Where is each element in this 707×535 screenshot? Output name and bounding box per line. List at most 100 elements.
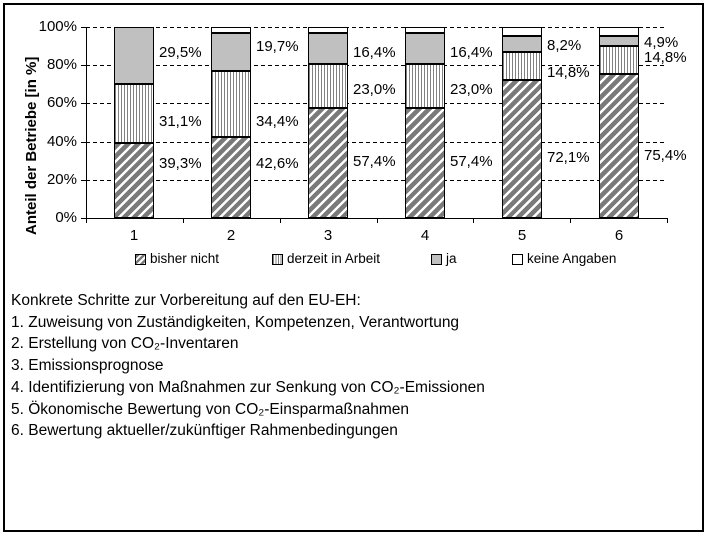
bar-1-segment-bisher-nicht: [114, 143, 154, 218]
y-tick-label-60%: 60%: [46, 94, 77, 111]
bar-2-segment-ja: [211, 33, 251, 71]
x-category-label-3: 3: [323, 227, 333, 244]
bar-2: [211, 27, 251, 218]
bar-4-segment-bisher-nicht: [405, 108, 445, 218]
x-category-label-2: 2: [226, 227, 236, 244]
y-axis-line: [86, 27, 87, 219]
legend-item-derzeit-in-Arbeit: derzeit in Arbeit: [272, 251, 381, 266]
bar-3-segment-ja: [308, 33, 348, 64]
bar-3-data-label-2: 16,4%: [353, 44, 396, 61]
note-item-3: 3. Emissionsprognose: [11, 357, 164, 375]
bar-1-segment-derzeit-in-Arbeit: [114, 84, 154, 143]
x-category-label-4: 4: [420, 227, 430, 244]
note-item-1: 1. Zuweisung von Zuständigkeiten, Kompet…: [11, 313, 460, 331]
x-tick-3: [377, 218, 378, 223]
bar-5-segment-keine-Angaben: [502, 27, 542, 36]
bar-1-data-label-2: 29,5%: [159, 44, 202, 61]
bar-2-data-label-2: 19,7%: [256, 38, 299, 55]
legend-swatch-vertical-lines: [272, 253, 283, 265]
bar-4-data-label-1: 23,0%: [450, 81, 493, 98]
bar-6: [599, 27, 639, 218]
bar-3-segment-derzeit-in-Arbeit: [308, 64, 348, 108]
bar-1-data-label-0: 39,3%: [159, 155, 202, 172]
bar-6-data-label-0: 75,4%: [644, 147, 687, 164]
bar-2-data-label-1: 34,4%: [256, 113, 299, 130]
gridline-60: [86, 103, 667, 104]
note-item-2: 2. Erstellung von CO₂-Inventaren: [11, 335, 239, 353]
bar-2-data-label-0: 42,6%: [256, 155, 299, 172]
bar-2-segment-keine-Angaben: [211, 27, 251, 33]
bar-5: [502, 27, 542, 218]
gridline-20: [86, 180, 667, 181]
bar-6-segment-keine-Angaben: [599, 27, 639, 36]
y-tick-label-40%: 40%: [46, 133, 77, 150]
bar-4-segment-keine-Angaben: [405, 27, 445, 33]
legend-item-keine-Angaben: keine Angaben: [512, 251, 617, 266]
bar-3-segment-bisher-nicht: [308, 108, 348, 218]
note-item-6: 6. Bewertung aktueller/zukünftiger Rahme…: [11, 422, 398, 440]
notes-block: Konkrete Schritte zur Vorbereitung auf d…: [11, 290, 671, 442]
legend-label: keine Angaben: [527, 251, 617, 266]
gridline-80: [86, 65, 667, 66]
x-tick-4: [473, 218, 474, 223]
bar-5-segment-ja: [502, 36, 542, 52]
y-tick-label-100%: 100%: [38, 18, 77, 35]
bar-3-data-label-0: 57,4%: [353, 153, 396, 170]
figure-border: [3, 3, 704, 532]
note-title: Konkrete Schritte zur Vorbereitung auf d…: [11, 292, 361, 309]
legend-label: ja: [446, 251, 457, 266]
bar-3-data-label-1: 23,0%: [353, 81, 396, 98]
gridline-100: [86, 27, 667, 28]
legend-item-bisher-nicht: bisher nicht: [135, 251, 220, 266]
bar-5-data-label-1: 14,8%: [547, 64, 590, 81]
bar-4: [405, 27, 445, 218]
bar-4-data-label-2: 16,4%: [450, 44, 493, 61]
y-tick-40%: [81, 142, 86, 143]
bar-5-data-label-2: 8,2%: [547, 37, 582, 54]
bar-6-segment-bisher-nicht: [599, 74, 639, 218]
bar-1: [114, 27, 154, 218]
bar-2-segment-derzeit-in-Arbeit: [211, 71, 251, 137]
stacked-bar-chart: Anteil der Betriebe [in %] 0% 20% 40% 60% 80…: [23, 18, 687, 266]
bar-4-segment-derzeit-in-Arbeit: [405, 64, 445, 108]
note-item-5: 5. Ökonomische Bewertung von CO₂-Einspar…: [11, 400, 410, 418]
y-tick-0%: [81, 218, 86, 219]
bar-5-data-label-0: 72,1%: [547, 149, 590, 166]
x-tick-5: [570, 218, 571, 223]
y-tick-label-20%: 20%: [46, 171, 77, 188]
bar-2-segment-bisher-nicht: [211, 137, 251, 218]
bar-6-segment-ja: [599, 36, 639, 46]
bar-6-segment-derzeit-in-Arbeit: [599, 46, 639, 74]
x-tick-2: [280, 218, 281, 223]
y-tick-80%: [81, 65, 86, 66]
x-category-label-5: 5: [517, 227, 527, 244]
legend-item-ja: ja: [431, 251, 457, 266]
legend-swatch-diagonal-hatch: [135, 253, 146, 265]
gridline-40: [86, 142, 667, 143]
y-tick-100%: [81, 27, 86, 28]
legend-swatch-solid-gray: [431, 253, 442, 265]
bar-6-data-label-1: 14,8%: [644, 49, 687, 66]
x-tick-0: [86, 218, 87, 223]
bar-1-data-label-1: 31,1%: [159, 113, 202, 130]
note-item-4: 4. Identifizierung von Maßnahmen zur Sen…: [11, 378, 485, 396]
bar-3: [308, 27, 348, 218]
bar-1-segment-ja: [114, 27, 154, 84]
y-tick-label-80%: 80%: [46, 56, 77, 73]
y-tick-label-0%: 0%: [55, 209, 77, 226]
bar-3-segment-keine-Angaben: [308, 27, 348, 33]
x-category-label-1: 1: [129, 227, 139, 244]
x-tick-1: [183, 218, 184, 223]
legend-label: derzeit in Arbeit: [287, 251, 381, 266]
bar-5-segment-bisher-nicht: [502, 80, 542, 218]
legend-label: bisher nicht: [150, 251, 220, 266]
legend-swatch-white: [512, 253, 523, 265]
bar-4-data-label-0: 57,4%: [450, 153, 493, 170]
bar-5-segment-derzeit-in-Arbeit: [502, 52, 542, 80]
y-tick-20%: [81, 180, 86, 181]
x-tick-6: [667, 218, 668, 223]
y-tick-60%: [81, 103, 86, 104]
bar-4-segment-ja: [405, 33, 445, 64]
x-category-label-6: 6: [614, 227, 624, 244]
